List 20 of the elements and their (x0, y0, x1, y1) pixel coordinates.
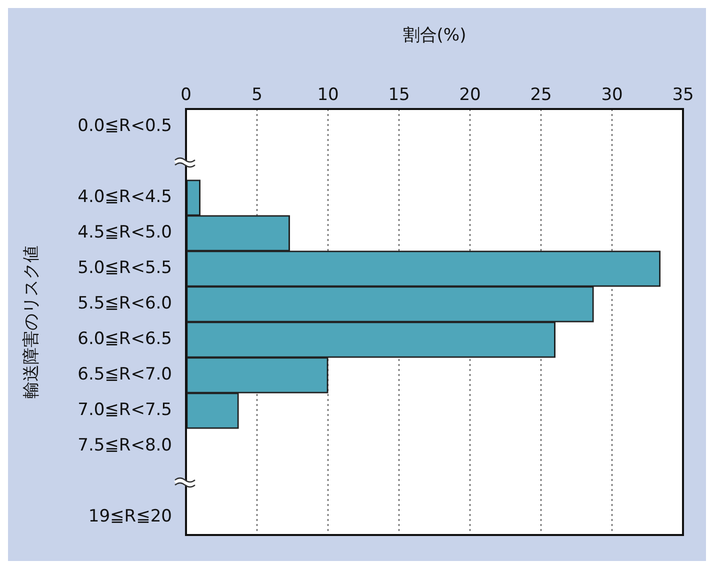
y-tick-label: 19≦R≦20 (88, 506, 172, 527)
y-tick-label: 4.5≦R<5.0 (78, 222, 172, 243)
x-tick-label: 25 (530, 85, 552, 106)
x-axis-title: 割合(%) (402, 26, 466, 46)
x-tick-label: 30 (601, 85, 623, 106)
y-tick-label: 7.5≦R<8.0 (78, 436, 172, 456)
y-tick-label: 7.0≦R<7.5 (78, 400, 172, 420)
x-tick-label: 20 (459, 85, 481, 106)
y-tick-label: 0.0≦R<0.5 (78, 116, 172, 136)
y-tick-label: 5.5≦R<6.0 (78, 294, 172, 314)
x-tick-label: 10 (317, 85, 339, 106)
x-tick-label: 35 (672, 85, 694, 106)
y-tick-label: 6.5≦R<7.0 (78, 364, 172, 385)
x-tick-label: 0 (180, 85, 192, 106)
x-tick-label: 15 (388, 85, 410, 106)
y-tick-label: 6.0≦R<6.5 (78, 329, 172, 350)
y-tick-label: 5.0≦R<5.5 (78, 258, 172, 278)
y-tick-label: 4.0≦R<4.5 (78, 187, 172, 208)
x-tick-label: 5 (252, 85, 262, 106)
y-axis-title: 輸送障害のリスク値 (22, 246, 42, 398)
